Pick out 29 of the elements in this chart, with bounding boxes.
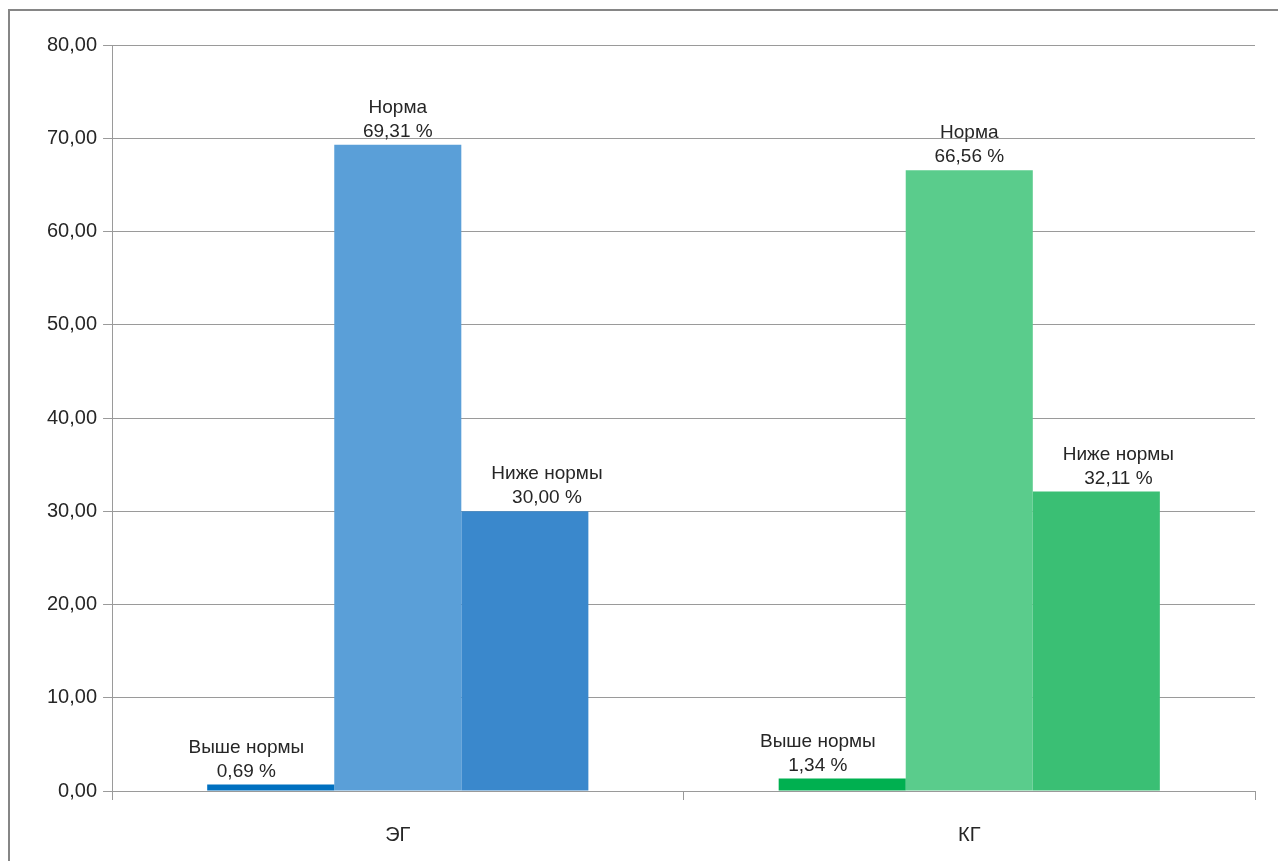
bar [905,170,1033,791]
x-tick-label: КГ [958,822,981,845]
y-tick-label: 70,00 [46,125,98,148]
data-label: 66,56 % [934,145,1005,167]
bar [334,144,462,791]
y-tick-label: 30,00 [46,498,98,521]
text: Норма [940,121,999,143]
y-tick-label: 60,00 [46,219,98,242]
text: Выше нормы [759,729,876,751]
bar [207,784,335,791]
y-tick-label: 50,00 [46,312,98,335]
y-tick-label: 0,00 [58,778,98,801]
y-tick-label: 40,00 [46,405,98,428]
bar [461,511,589,791]
data-label: 69,31 % [362,119,433,141]
bar [778,778,906,791]
data-label: 30,00 % [512,486,582,508]
series-label: Норма [368,95,428,117]
y-tick-label: 80,00 [46,32,98,55]
y-tick-label: 20,00 [46,592,98,615]
series-label: Ниже нормы [491,462,603,484]
text: Ниже нормы [1062,442,1175,464]
y-tick-label: 10,00 [46,685,98,708]
x-tick-label: ЭГ [385,822,411,845]
data-label: 0,69 % [216,759,277,781]
bar [1032,491,1160,791]
series-label: Выше нормы [188,735,305,757]
data-label: 1,34 % [788,753,848,775]
data-label: 32,11 % [1084,466,1153,488]
